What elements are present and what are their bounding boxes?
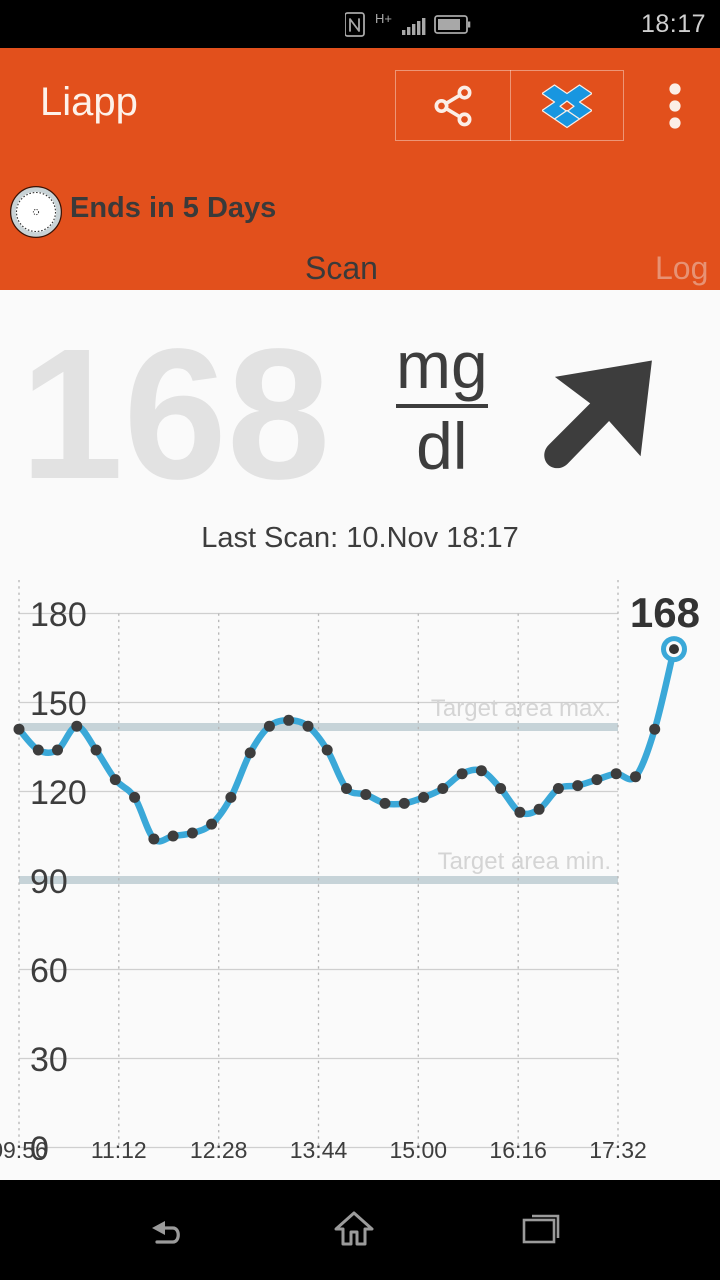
- svg-text:15:00: 15:00: [390, 1137, 448, 1160]
- svg-text:12:28: 12:28: [190, 1137, 248, 1160]
- svg-text:90: 90: [30, 863, 68, 901]
- svg-text:168: 168: [630, 589, 700, 636]
- svg-text:Target area max.: Target area max.: [431, 695, 611, 722]
- svg-text:16:16: 16:16: [489, 1137, 547, 1160]
- svg-text:13:44: 13:44: [290, 1137, 348, 1160]
- svg-text:30: 30: [30, 1041, 68, 1079]
- svg-text:09:56: 09:56: [0, 1137, 48, 1160]
- svg-text:180: 180: [30, 596, 87, 634]
- svg-text:17:32: 17:32: [589, 1137, 647, 1160]
- svg-text:Target area min.: Target area min.: [438, 848, 611, 875]
- svg-text:60: 60: [30, 952, 68, 990]
- svg-text:H+: H+: [375, 12, 392, 26]
- svg-text:120: 120: [30, 774, 87, 812]
- svg-text:11:12: 11:12: [91, 1137, 147, 1160]
- svg-text:150: 150: [30, 685, 87, 723]
